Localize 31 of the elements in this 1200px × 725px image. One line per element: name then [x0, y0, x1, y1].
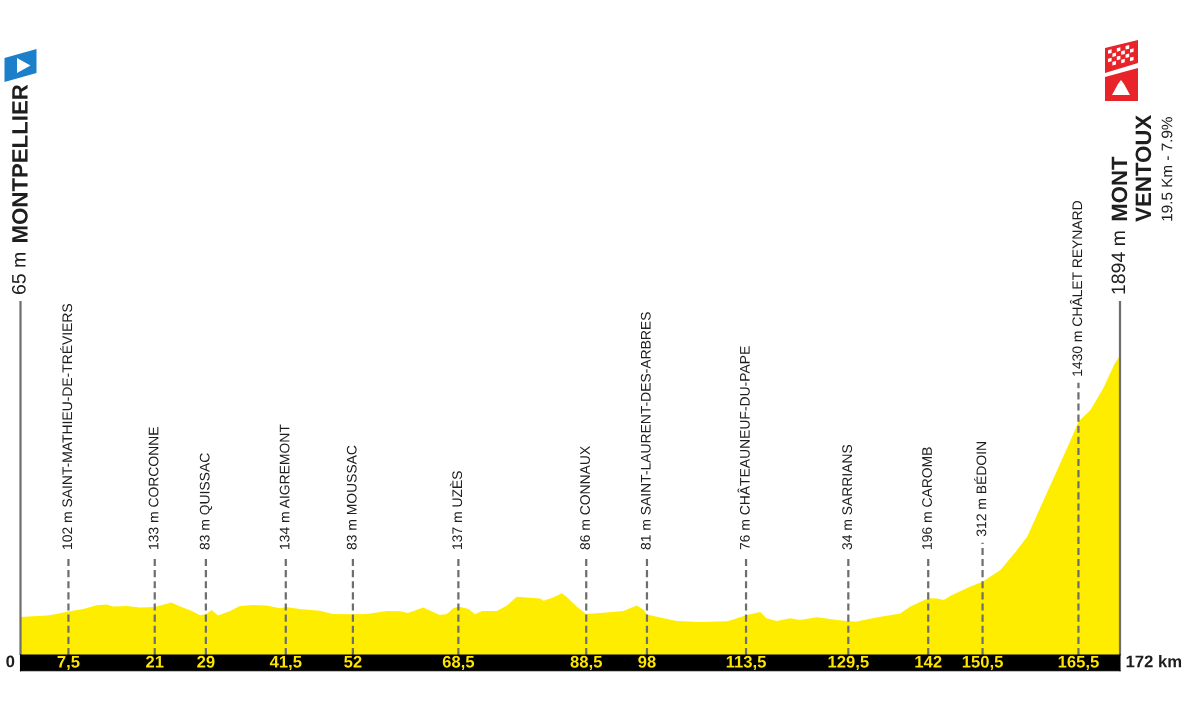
x-tick-label: 68,5 [442, 655, 475, 671]
text: 0 [6, 655, 15, 668]
ref-line-label: 81 m SAINT-LAURENT-DES-ARBRES [640, 312, 651, 550]
ref-line-label: 65 m MONTPELLIER [11, 84, 28, 295]
x-tick-label: 129,5 [828, 655, 869, 671]
ref-line-label: 1894 m MONT VENTOUX [1111, 114, 1152, 294]
x-tick-label: 142 [915, 655, 942, 668]
x-tick-label: 52 [344, 655, 362, 668]
ref-line-label: 1430 m CHÂLET REYNARD [1069, 201, 1083, 376]
x-tick-label: 98 [638, 655, 656, 668]
text: 19.5 Km - 7.9% [1161, 117, 1173, 221]
x-tick-label: 165,5 [1058, 655, 1099, 671]
ref-line-label: 134 m AIGREMONT [279, 424, 290, 549]
ref-line-label: 133 m CORCONNE [148, 427, 159, 549]
ref-line-label: 83 m QUISSAC [199, 453, 213, 550]
ref-line-label: 312 m BÉDOIN [974, 442, 987, 537]
ref-line-label: 196 m CAROMB [922, 447, 932, 549]
x-tick-label: 150,5 [962, 655, 1003, 671]
ref-line-label: 137 m UZÈS [449, 471, 463, 549]
x-tick-label: 21 [146, 655, 164, 668]
ref-line-label: 34 m SARRIANS [842, 444, 853, 550]
ref-line-label: 83 m MOUSSAC [346, 445, 357, 550]
x-tick-label: 88,5 [570, 655, 602, 671]
ref-line-label: 102 m SAINT-MATHIEU-DE-TRÉVIERS [59, 303, 73, 549]
ref-line-label: 76 m CHÂTEAUNEUF-DU-PAPE [737, 346, 750, 550]
ref-line-label: 86 m CONNAUX [580, 446, 590, 550]
x-tick-label: 113,5 [726, 655, 766, 671]
x-tick-label: 29 [197, 655, 215, 668]
x-tick-label: 41,5 [269, 656, 302, 671]
x-tick-label: 7,5 [57, 656, 80, 671]
text: 172 km [1126, 655, 1182, 668]
